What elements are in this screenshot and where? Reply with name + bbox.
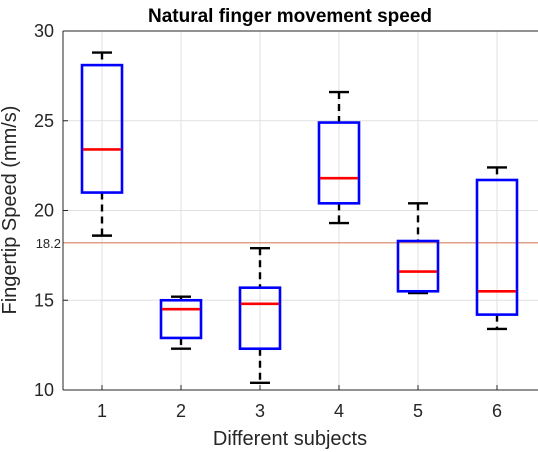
x-tick-label: 5 [413,401,423,421]
box-subject-2 [159,295,203,350]
y-tick-label: 30 [34,21,54,41]
y-tick-label: 25 [34,111,54,131]
y-tick-label: 20 [34,201,54,221]
box-subject-6 [475,166,519,331]
chart-title: Natural finger movement speed [148,6,432,27]
y-tick-label: 15 [34,290,54,310]
box-subject-1 [80,51,124,237]
box [238,286,282,351]
box-subject-3 [238,246,282,385]
x-axis-label: Different subjects [213,428,367,450]
box-subject-5 [396,202,440,295]
box [80,63,124,194]
box [475,178,519,316]
y-tick-label: 10 [34,380,54,400]
reference-line-label: 18.2 [36,236,61,251]
box-subject-4 [317,90,361,225]
x-tick-label: 3 [255,401,265,421]
x-tick-label: 6 [492,401,502,421]
y-axis-label: Fingertip Speed (mm/s) [0,106,21,315]
plot-area: 10 15 20 25 30 1 2 3 4 5 6 18.2 [34,21,538,421]
box [317,121,361,205]
x-tick-label: 4 [334,401,344,421]
x-tick-label: 2 [176,401,186,421]
box [396,239,440,293]
box [159,298,203,340]
x-tick-label: 1 [97,401,107,421]
